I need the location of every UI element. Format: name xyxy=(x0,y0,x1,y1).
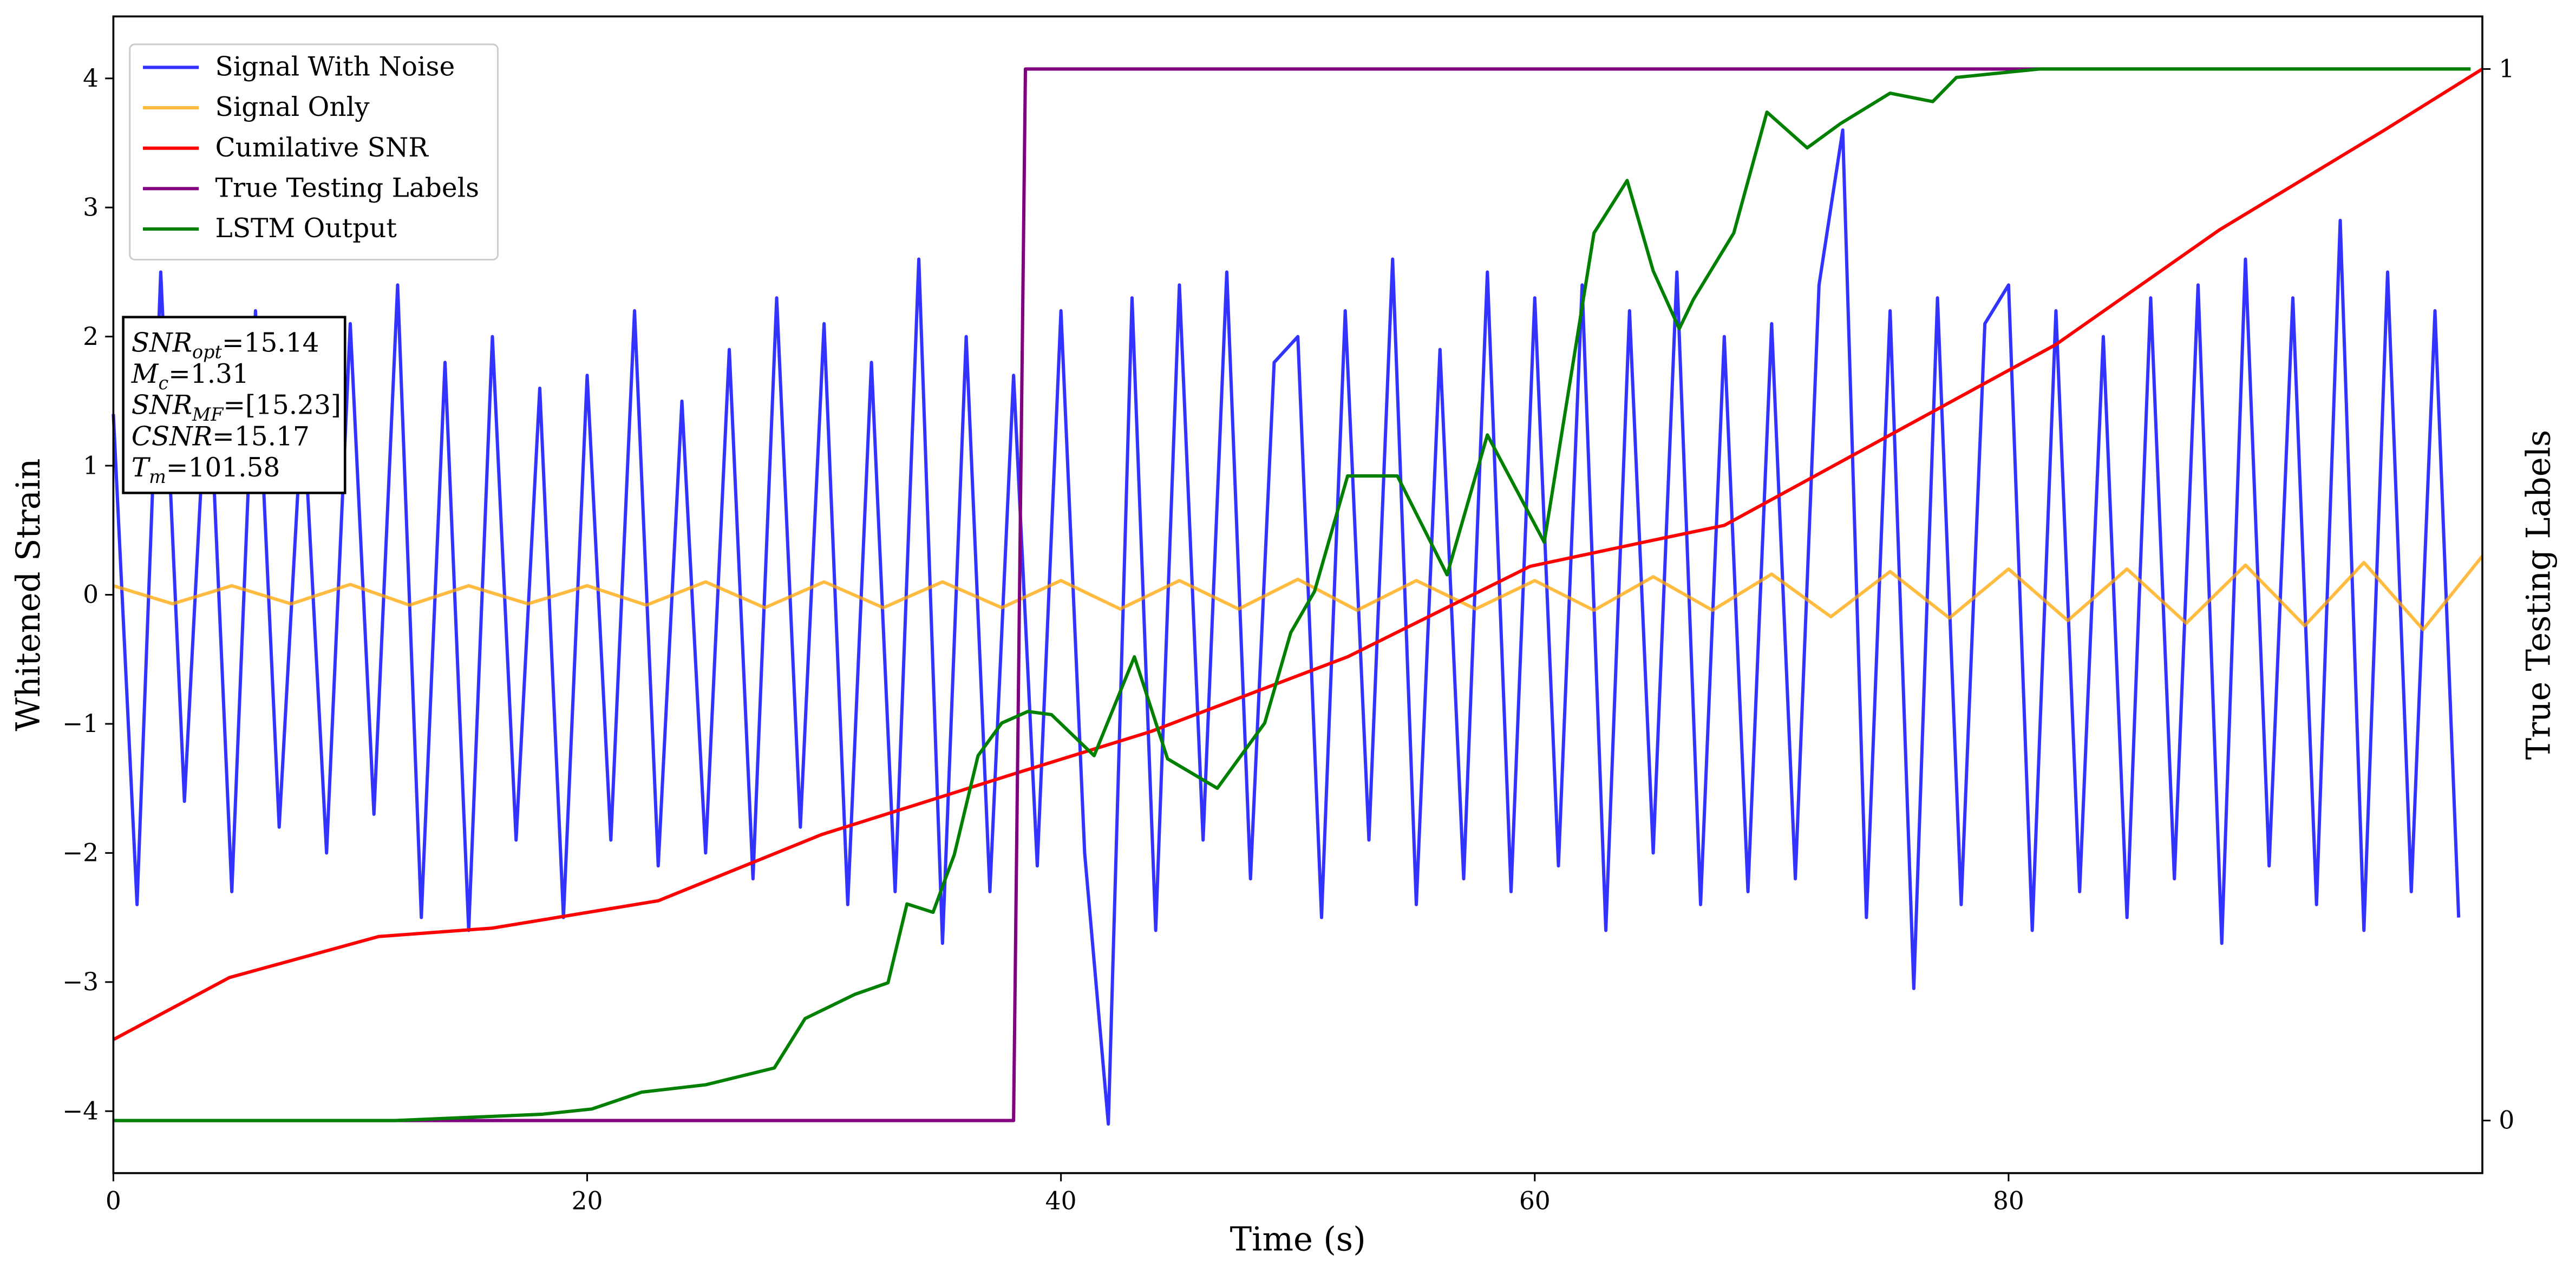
annotation: SNRopt=15.14 xyxy=(132,328,319,362)
series-line xyxy=(112,128,2461,1126)
y-tick-label: 4 xyxy=(83,64,99,93)
x-tick-label: 60 xyxy=(1519,1186,1551,1215)
x-tick-label: 80 xyxy=(1993,1186,2024,1215)
annotation-symbol: SNR xyxy=(132,390,192,421)
y-tick-label: 0 xyxy=(83,580,99,609)
legend-label: Signal With Noise xyxy=(215,52,455,82)
y-tick-label: −3 xyxy=(62,968,99,996)
annotation-value: =15.14 xyxy=(222,328,319,358)
x-tick-label: 20 xyxy=(572,1186,603,1215)
y-tick-label: 1 xyxy=(83,451,99,480)
annotation-symbol: CSNR xyxy=(132,421,212,452)
series-line xyxy=(113,555,2484,631)
annotation-subscript: opt xyxy=(192,342,222,363)
legend-label: Signal Only xyxy=(215,92,370,122)
y2-tick-label: 0 xyxy=(2499,1106,2514,1135)
x-tick-label: 0 xyxy=(106,1186,121,1215)
annotation: CSNR=15.17 xyxy=(132,421,310,452)
annotation-subscript: m xyxy=(149,466,166,487)
y2-axis-label: True Testing Labels xyxy=(2520,430,2558,760)
annotation-symbol: T xyxy=(132,453,151,483)
legend-label: Cumilative SNR xyxy=(215,133,429,163)
annotation-symbol: SNR xyxy=(132,328,192,358)
y2-tick-label: 1 xyxy=(2499,55,2514,83)
x-tick-label: 40 xyxy=(1045,1186,1077,1215)
annotation: Tm=101.58 xyxy=(132,453,280,487)
y-tick-label: −2 xyxy=(62,839,99,867)
annotation-subscript: c xyxy=(158,373,168,394)
legend-box xyxy=(129,43,499,260)
y-axis-label: Whitened Strain xyxy=(10,459,48,731)
annotation: SNRMF=[15.23] xyxy=(132,390,341,425)
annotation-value: =[15.23] xyxy=(223,390,341,421)
annotation: Mc=1.31 xyxy=(131,359,249,394)
annotation-symbol: M xyxy=(131,359,159,389)
plot-area xyxy=(112,67,2484,1126)
annotation-value: =1.31 xyxy=(168,359,249,389)
series-line xyxy=(112,67,2483,1041)
y-tick-label: 2 xyxy=(83,322,99,351)
annotation-value: =15.17 xyxy=(212,421,310,452)
series-line xyxy=(113,67,2471,1122)
y-tick-label: −4 xyxy=(62,1096,99,1125)
series-line xyxy=(113,67,2471,1122)
annotation-box xyxy=(122,316,346,494)
y-tick-label: 3 xyxy=(83,193,99,221)
legend-label: True Testing Labels xyxy=(215,173,480,204)
legend-label: LSTM Output xyxy=(215,213,397,244)
annotation-value: =101.58 xyxy=(166,453,280,483)
annotation-subscript: MF xyxy=(192,404,224,425)
x-axis-label: Time (s) xyxy=(1230,1220,1366,1258)
y-tick-label: −1 xyxy=(62,709,99,738)
